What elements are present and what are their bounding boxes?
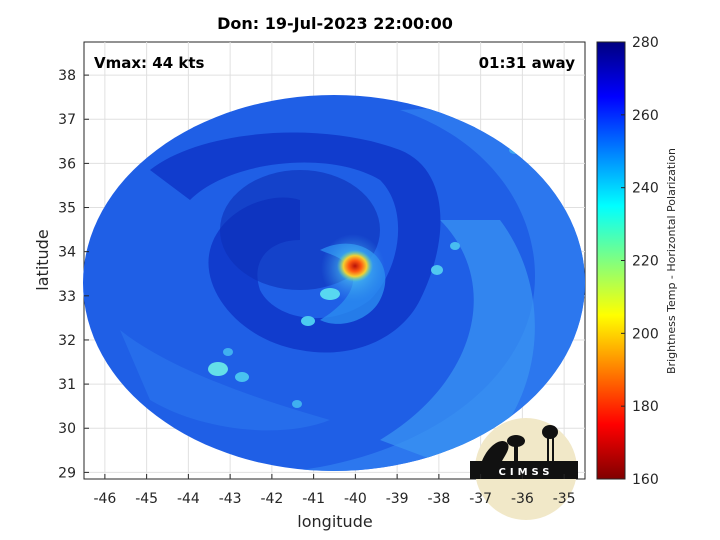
x-axis-label: longitude [297,512,372,531]
vmax-label: Vmax: 44 kts [94,54,204,72]
colorbar-tick-label: 200 [632,326,659,342]
colorbar-tick-label: 180 [632,399,659,415]
x-tick-label: -38 [427,491,450,507]
colorbar-tick-label: 220 [632,254,659,270]
colorbar-label: Brightness Temp - Horizontal Polarizatio… [665,148,678,374]
y-tick-label: 37 [58,112,76,128]
x-tick-label: -41 [302,491,325,507]
x-tick-label: -37 [469,491,492,507]
time-away-label: 01:31 away [479,54,576,72]
y-tick-label: 31 [58,377,76,393]
colorbar-tick-label: 280 [632,35,659,51]
y-tick-label: 38 [58,68,76,84]
x-tick-label: -40 [344,491,367,507]
y-tick-label: 35 [58,201,76,217]
colorbar-ticks: 160 180 200 220 240 260 280 [621,35,659,488]
cimss-logo-text: CIMSS [499,467,554,478]
x-axis-ticks: -46 -45 -44 -43 -42 -41 -40 -39 -38 -37 -36 -35 [93,474,576,507]
colorbar-tick-label: 240 [632,181,659,197]
plot-title: Don: 19-Jul-2023 22:00:00 [217,14,453,33]
x-tick-label: -43 [219,491,242,507]
colorbar [596,41,626,480]
x-tick-label: -45 [135,491,158,507]
y-axis-label: latitude [33,229,52,290]
cimss-logo: CIMSS [470,418,578,520]
colorbar-tick-label: 160 [632,472,659,488]
x-tick-label: -35 [553,491,576,507]
x-tick-label: -36 [511,491,534,507]
y-axis-ticks: 29 30 31 32 33 34 35 36 37 38 [58,68,89,481]
x-tick-label: -39 [386,491,409,507]
y-tick-label: 30 [58,421,76,437]
y-tick-label: 29 [58,465,76,481]
x-tick-label: -44 [177,491,200,507]
colorbar-tick-label: 260 [632,108,659,124]
y-tick-label: 32 [58,333,76,349]
y-tick-label: 33 [58,289,76,305]
y-tick-label: 34 [58,245,76,261]
x-tick-label: -46 [93,491,116,507]
y-tick-label: 36 [58,156,76,172]
brightness-temperature-swath [83,95,585,471]
x-tick-label: -42 [260,491,283,507]
